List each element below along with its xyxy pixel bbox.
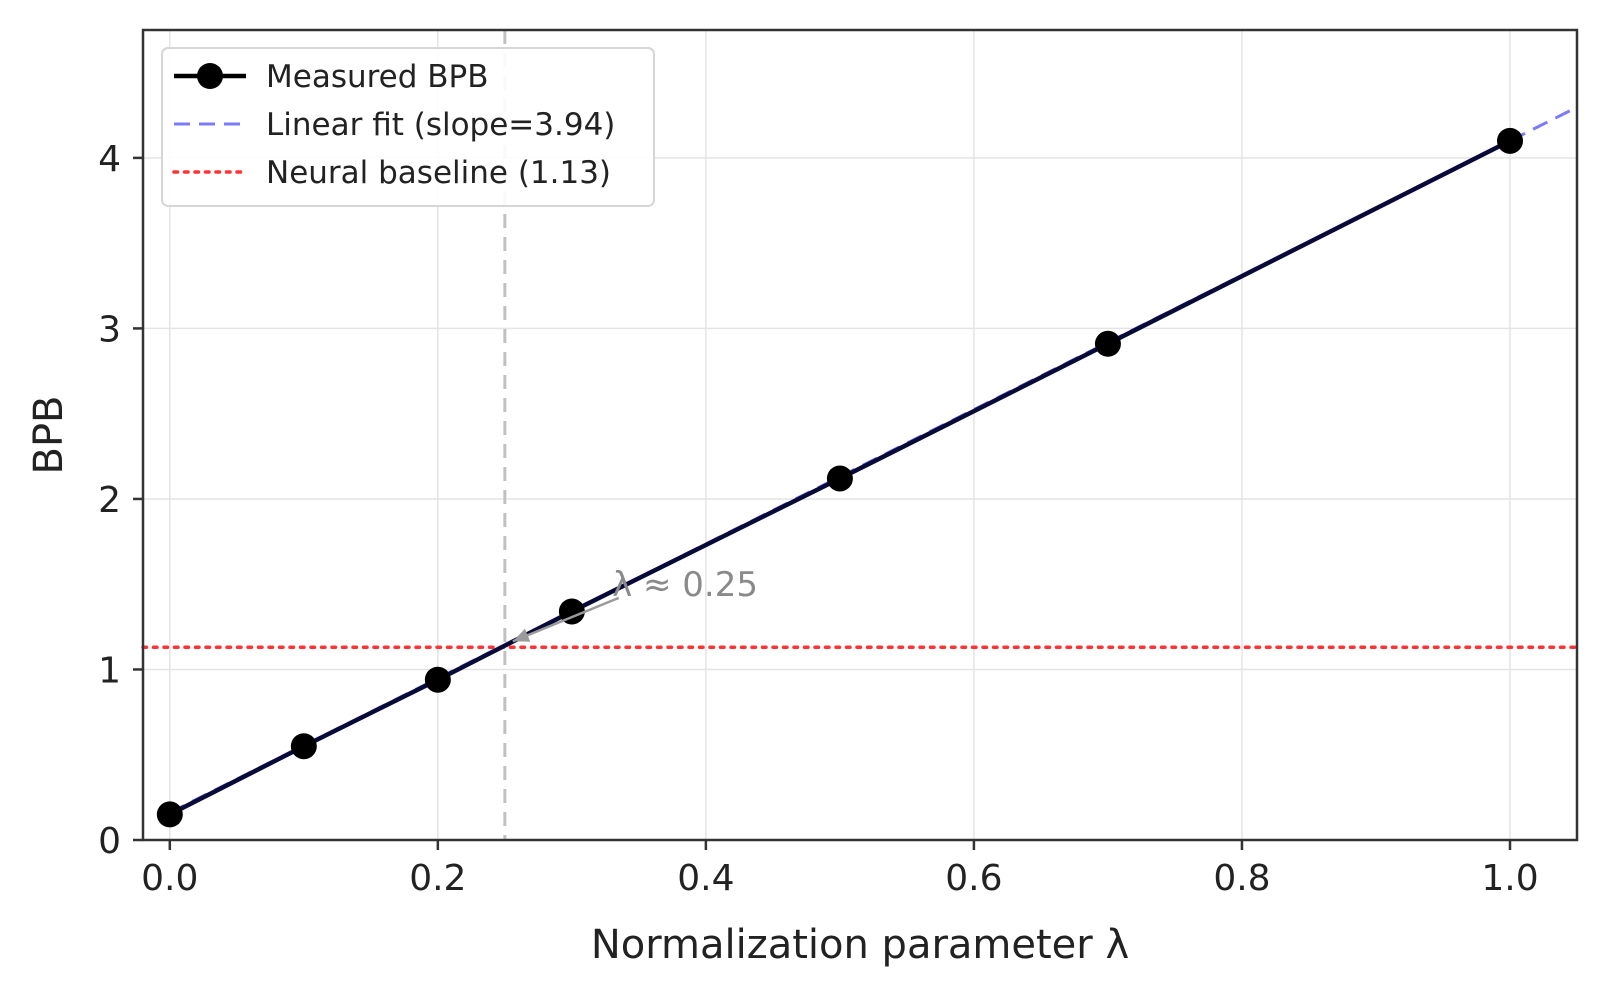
y-tick-label: 1 (98, 650, 121, 691)
axes: 0.0 0.2 0.4 0.6 0.8 1.0 0 1 2 3 4 Normalization par… (26, 28, 1579, 968)
annotation-arrow-shaft (512, 596, 620, 643)
x-tick-label: 0.6 (945, 858, 1002, 899)
data-point (826, 465, 853, 492)
annotation-arrow-head (512, 628, 531, 642)
plot-frame (141, 28, 1579, 842)
x-axis-label: Normalization parameter λ (591, 922, 1129, 968)
x-tick-label: 0.2 (409, 858, 466, 899)
data-point (1496, 127, 1523, 154)
y-tick-label: 3 (98, 309, 121, 350)
y-tick-label: 2 (98, 480, 121, 521)
y-tick-label: 4 (98, 139, 121, 180)
data-point (424, 666, 451, 693)
annotation: λ ≈ 0.25 (512, 565, 758, 643)
legend-box (161, 47, 655, 207)
annotation-label: λ ≈ 0.25 (612, 565, 758, 605)
data-point (156, 801, 183, 828)
data-point (558, 598, 585, 625)
legend-marker-measured (197, 63, 223, 89)
data-point (290, 733, 317, 760)
x-tick-label: 0.0 (141, 858, 198, 899)
legend-label: Linear fit (slope=3.94) (266, 107, 615, 143)
data-point (1094, 330, 1121, 357)
x-tick-label: 0.8 (1213, 858, 1270, 899)
legend-label: Neural baseline (1.13) (266, 155, 611, 191)
legend: Measured BPB Linear fit (slope=3.94) Neura… (161, 47, 655, 207)
y-axis-label: BPB (26, 395, 72, 474)
x-tick-label: 1.0 (1481, 858, 1538, 899)
y-tick-label: 0 (98, 821, 121, 862)
series-lines (141, 105, 1579, 817)
legend-label: Measured BPB (266, 59, 489, 95)
x-tick-label: 0.4 (677, 858, 734, 899)
data-markers (156, 127, 1523, 828)
